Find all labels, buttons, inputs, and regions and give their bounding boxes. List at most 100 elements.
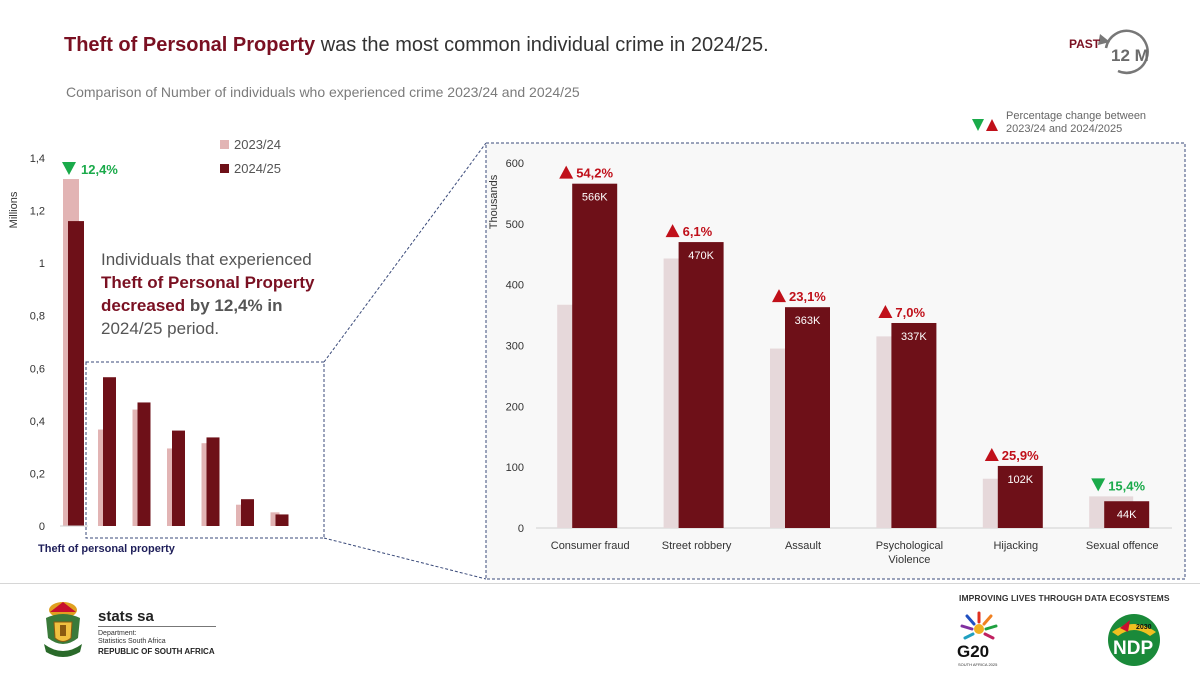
series-legend: 2023/24 2024/25 — [220, 132, 281, 180]
change-arrows-icon — [972, 119, 998, 131]
bar-data-label-3: 337K — [901, 331, 927, 343]
zoom-connector-bottom — [323, 537, 487, 580]
right-y-tick-label: 300 — [506, 341, 524, 353]
g20-text: G20 — [957, 642, 990, 661]
bar-data-label-1: 470K — [688, 250, 714, 262]
callout-bold2: by 12,4% in — [189, 296, 283, 315]
main-category-label: Theft of personal property — [38, 543, 176, 555]
refresh-icon — [1098, 29, 1149, 75]
badge-past-label: PAST — [1069, 37, 1101, 51]
g20-subtext: SOUTH AFRICA 2025 — [958, 662, 998, 667]
left-y-tick-label: 0,6 — [30, 363, 45, 375]
bar-data-label-4: 102K — [1007, 474, 1033, 486]
bar-2024-5 — [1104, 501, 1150, 528]
logo-dept-line1: Department: — [98, 630, 137, 637]
ndp-logo: 2030 NDP — [1106, 612, 1166, 668]
callout-line3: 2024/25 period. — [101, 319, 220, 338]
main-change-label: 12,4% — [81, 162, 118, 177]
bar-data-label-5: 44K — [1117, 509, 1137, 521]
change-label-2: 23,1% — [789, 289, 826, 304]
change-arrow-1 — [665, 224, 680, 238]
left-y-tick-label: 1 — [39, 258, 45, 270]
bar-2024-1 — [678, 242, 724, 529]
bar-2024-0 — [572, 183, 618, 528]
footer-divider — [0, 583, 1200, 584]
logo-brand: stats sa — [98, 608, 154, 625]
coat-of-arms-icon — [44, 602, 82, 657]
change-label-5: 15,4% — [1108, 478, 1145, 493]
inset-bar-2024 — [241, 499, 254, 526]
category-label-2: Assault — [785, 540, 821, 552]
inset-bar-2024 — [206, 437, 220, 526]
logo-country: REPUBLIC OF SOUTH AFRICA — [98, 647, 215, 656]
g20-logo: G20 SOUTH AFRICA 2025 — [952, 610, 1012, 670]
headline: Theft of Personal Property was the most … — [64, 34, 769, 57]
inset-bar-2023 — [167, 448, 176, 526]
left-y-tick-label: 0,8 — [30, 311, 45, 323]
change-arrow-5 — [1091, 478, 1106, 492]
right-y-tick-label: 400 — [506, 280, 524, 292]
right-y-tick-label: 100 — [506, 462, 524, 474]
category-label-1: Street robbery — [662, 540, 732, 552]
inset-bar-2023 — [201, 443, 211, 526]
right-y-tick-label: 200 — [506, 401, 524, 413]
g20-emblem-icon — [960, 611, 998, 640]
past-period-badge: PAST 12 M — [1066, 24, 1156, 80]
left-y-tick-label: 1,2 — [30, 206, 45, 218]
ndp-year: 2030 — [1136, 624, 1152, 631]
inset-bar-2024 — [137, 402, 151, 526]
legend-item-2024: 2024/25 — [220, 156, 281, 180]
legend-label-2024: 2024/25 — [234, 160, 281, 176]
change-label-0: 54,2% — [576, 166, 613, 181]
right-y-tick-label: 500 — [506, 219, 524, 231]
ndp-text: NDP — [1113, 638, 1154, 659]
headline-emphasis: Theft of Personal Property — [64, 34, 316, 56]
inset-bar-2024 — [103, 377, 116, 526]
left-y-tick-label: 1,4 — [30, 153, 45, 165]
change-arrow-3 — [878, 304, 893, 318]
legend-swatch-2024 — [220, 163, 229, 173]
category-label-3: Violence — [888, 554, 930, 566]
left-y-axis-title: Millions — [8, 191, 20, 228]
stats-sa-logo: stats sa Department: Statistics South Af… — [36, 598, 236, 668]
inset-bar-2023 — [236, 504, 245, 526]
change-arrow-0 — [559, 165, 574, 179]
inset-bar-2023 — [98, 429, 107, 526]
logo-rule — [98, 626, 216, 627]
change-arrow-2 — [772, 289, 786, 303]
right-y-tick-label: 0 — [518, 523, 524, 535]
pct-change-legend-label: Percentage change between 2023/24 and 20… — [1006, 110, 1147, 135]
category-label-0: Consumer fraud — [551, 540, 630, 552]
left-y-tick-label: 0,4 — [30, 416, 45, 428]
zoom-connector-top — [323, 142, 487, 363]
bar-2024-4 — [997, 465, 1043, 528]
callout-bold: decreased — [101, 296, 186, 315]
change-label-1: 6,1% — [683, 224, 713, 239]
bar-data-label-2: 363K — [795, 315, 821, 327]
bar-2024-3 — [891, 322, 937, 528]
category-label-4: Hijacking — [993, 540, 1038, 552]
chart-subtitle: Comparison of Number of individuals who … — [66, 84, 580, 100]
chart-area: Millions 0 0,2 0,4 0,6 0,8 1 1,2 1,4 12,4% Theft o… — [8, 142, 1186, 580]
inset-bar-2024 — [172, 430, 185, 526]
logo-dept-line2: Statistics South Africa — [98, 638, 166, 645]
right-y-axis-title: Thousands — [488, 174, 500, 229]
bar-main-2024 — [68, 221, 84, 527]
callout-emphasis: Theft of Personal Property — [101, 273, 315, 292]
right-y-tick-label: 600 — [506, 158, 524, 170]
headline-rest: was the most common individual crime in … — [315, 34, 769, 56]
inset-bar-2023 — [132, 409, 142, 526]
bar-2024-2 — [785, 307, 830, 528]
change-label-4: 25,9% — [1002, 448, 1039, 463]
category-label-5: Sexual offence — [1086, 540, 1159, 552]
footer-tagline: IMPROVING LIVES THROUGH DATA ECOSYSTEMS — [959, 593, 1170, 603]
bar-data-label-0: 566K — [582, 192, 608, 204]
change-label-3: 7,0% — [895, 305, 925, 320]
callout-line1: Individuals that experienced — [101, 250, 312, 269]
category-label-3: Psychological — [876, 540, 943, 552]
ndp-emblem-icon — [1108, 614, 1160, 666]
callout-text: Individuals that experienced Theft of Pe… — [101, 248, 361, 340]
inset-zoom-box — [85, 361, 325, 539]
left-y-tick-label: 0 — [39, 521, 45, 533]
badge-period-label: 12 M — [1111, 46, 1149, 65]
